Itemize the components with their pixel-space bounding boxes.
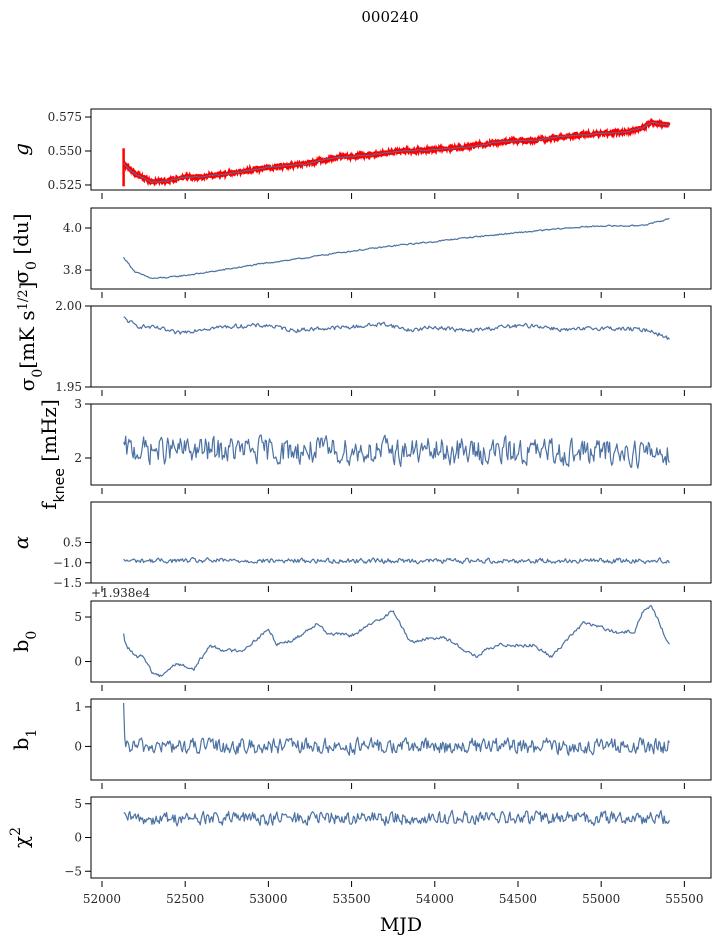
y-axis-label-alpha: α [9,535,33,549]
x-tick-label: 53000 [249,892,287,906]
y-axis-label-sigma0_mk: σ0[mK s1/2] [15,282,46,392]
series-fknee [123,434,670,469]
series-sigma0_mk [123,316,670,340]
series-chi2 [123,809,670,827]
x-tick-label: 55500 [665,892,703,906]
y-tick-label-chi2: 0 [74,831,82,845]
y-tick-label-g: 0.525 [48,178,82,192]
x-tick-label: 52000 [83,892,121,906]
axes-frame-b0 [90,600,712,683]
y-tick-label-alpha: −1.5 [53,576,82,590]
y-offset-text-b0: +1.938e4 [91,586,151,600]
series-sigma0_du [123,217,670,280]
y-axis-label-b1: b1 [9,729,40,751]
y-tick-label-sigma0_mk: 2.00 [55,299,82,313]
panel-b0: 0 5 +1.938e4 b0 [9,586,712,691]
y-axis-label-sigma0_du: σ0 [du] [9,213,40,283]
panel-sigma0_mk: 1.95 2.00 σ0[mK s1/2] [15,282,712,396]
x-tick-label: 54000 [416,892,454,906]
y-tick-label-b0: 0 [74,655,82,669]
axes-frame-alpha [90,501,712,584]
panel-g: 0.525 0.550 0.575 g [9,108,712,199]
y-tick-label-alpha: 0.5 [63,536,82,550]
series-alpha [123,557,670,565]
panel-sigma0_du: 3.8 4.0 σ0 [du] [9,207,712,298]
axes-frame-g [90,108,712,191]
y-tick-label-fknee: 2 [74,451,82,465]
panel-chi2: −5 0 5 52000 52500 53000 53500 54000 54500 55000 5… [8,796,712,906]
y-tick-label-b1: 1 [74,700,82,714]
y-axis-label-g: g [9,143,33,156]
y-tick-label-fknee: 3 [74,397,82,411]
y-axis-label-b0: b0 [9,631,40,653]
y-tick-label-sigma0_mk: 1.95 [55,380,82,394]
x-tick-label: 55000 [582,892,620,906]
series-b1 [123,702,670,756]
y-tick-label-sigma0_du: 3.8 [63,263,82,277]
series-overlay-band-g [122,117,671,187]
chart-title: 000240 [361,8,418,26]
x-tick-label: 53500 [332,892,370,906]
y-tick-label-b0: 5 [74,610,82,624]
y-tick-label-chi2: 5 [74,797,82,811]
x-tick-label: 54500 [499,892,537,906]
y-axis-label-fknee: fknee [mHz] [37,399,68,510]
x-tick-label: 52500 [166,892,204,906]
y-tick-label-sigma0_du: 4.0 [63,221,82,235]
axes-frame-sigma0_du [90,207,712,290]
series-b0 [123,604,670,678]
panel-fknee: 2 3 fknee [mHz] [37,397,712,510]
y-tick-label-g: 0.550 [48,144,82,158]
y-tick-label-b1: 0 [74,739,82,753]
y-tick-label-chi2: −5 [64,864,82,878]
series-g [123,121,670,184]
axes-frame-chi2 [90,796,712,879]
axes-frame-sigma0_mk [90,305,712,388]
x-axis-label: MJD [380,914,422,936]
panel-b1: 0 1 b1 [9,698,712,789]
y-tick-label-g: 0.575 [48,110,82,124]
panel-alpha: −1.5 −1.0 0.5 α [9,501,712,592]
y-tick-label-alpha: −1.0 [53,556,82,570]
axes-frame-b1 [90,698,712,781]
y-axis-label-chi2: χ2 [8,827,33,848]
axes-frame-fknee [90,403,712,486]
